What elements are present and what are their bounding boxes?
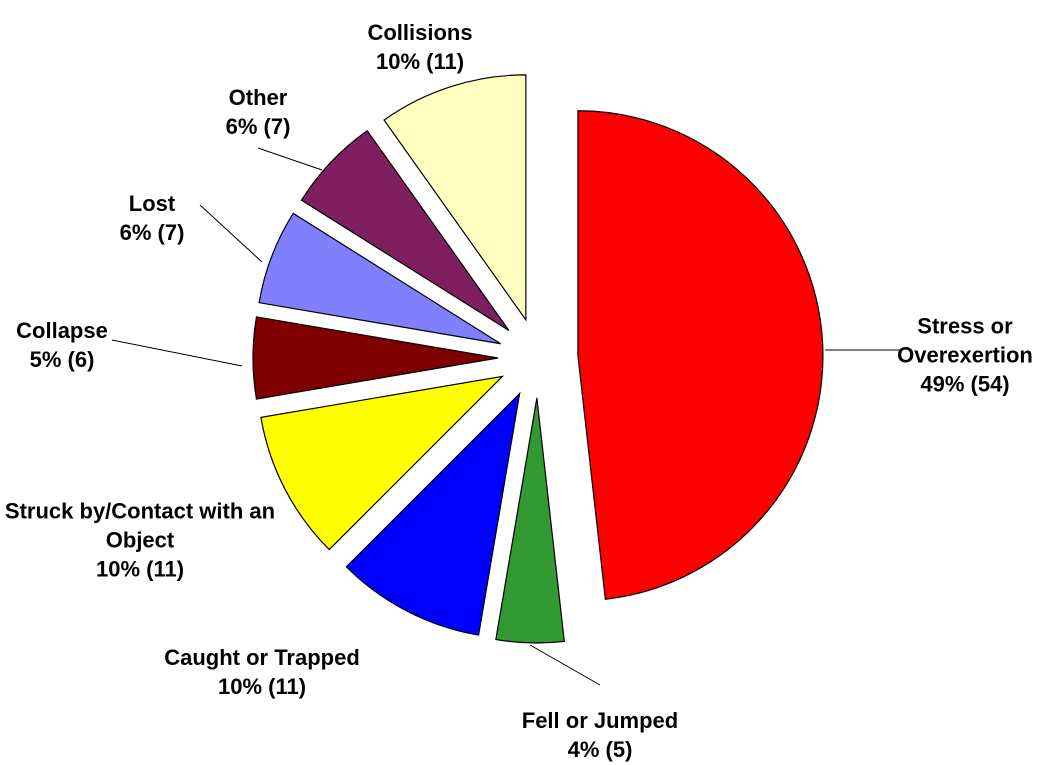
pie-slice	[258, 212, 501, 345]
leader-line	[529, 644, 601, 686]
leader-line	[199, 204, 263, 263]
slice-label: Struck by/Contact with an Object 10% (11)	[0, 497, 280, 584]
value-label: 6% (7)	[225, 114, 291, 139]
leader-line	[111, 339, 243, 367]
category-label: Collapse	[16, 318, 108, 343]
slice-label: Collisions 10% (11)	[350, 18, 490, 76]
pie-slice	[252, 316, 499, 400]
value-label: 10% (11)	[375, 49, 465, 74]
category-label: Struck by/Contact with an Object	[4, 498, 276, 553]
slice-label: Other 6% (7)	[208, 83, 308, 141]
category-label: Fell or Jumped	[521, 708, 679, 733]
value-label: 10% (11)	[95, 556, 185, 582]
pie-slice	[577, 110, 824, 600]
category-label: Caught or Trapped	[164, 645, 360, 670]
slice-label: Stress or Overexertion 49% (54)	[885, 312, 1045, 399]
leader-line	[257, 147, 323, 171]
value-label: 49% (54)	[920, 371, 1010, 397]
slice-label: Caught or Trapped 10% (11)	[122, 643, 402, 701]
slice-label: Lost 6% (7)	[102, 189, 202, 247]
category-label: Other	[228, 85, 288, 110]
value-label: 10% (11)	[217, 674, 307, 699]
category-label: Stress or Overexertion	[897, 313, 1033, 368]
pie-slice	[260, 375, 505, 551]
value-label: 4% (5)	[567, 737, 633, 762]
pie-slice	[495, 397, 565, 644]
pie-slice	[345, 391, 521, 636]
pie-slice	[383, 74, 527, 322]
slice-label: Fell or Jumped 4% (5)	[485, 706, 715, 764]
slice-label: Collapse 5% (6)	[2, 316, 122, 374]
value-label: 6% (7)	[119, 220, 185, 245]
category-label: Collisions	[367, 20, 473, 45]
category-label: Lost	[128, 191, 176, 216]
value-label: 5% (6)	[29, 347, 95, 372]
pie-slice	[300, 129, 510, 332]
